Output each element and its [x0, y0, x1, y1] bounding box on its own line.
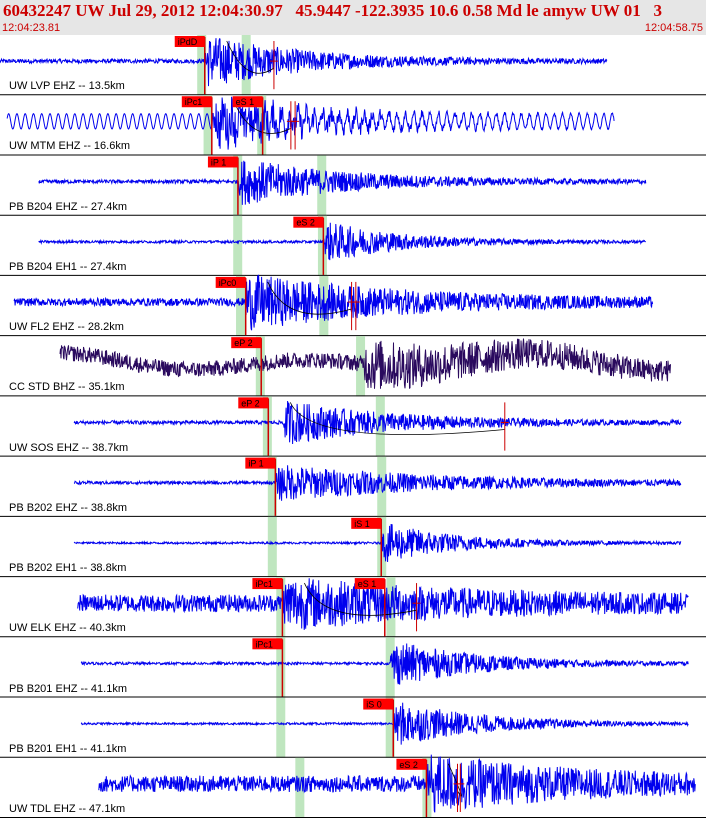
waveform	[6, 96, 615, 150]
pick-label-bg	[354, 578, 385, 590]
waveform	[98, 754, 696, 813]
trace-row: iPc1 eS 1	[0, 577, 706, 638]
pick-label: iPc1	[255, 639, 273, 649]
waveform	[59, 338, 671, 389]
trace-row: iP 1	[0, 155, 706, 216]
moveout-curve	[304, 582, 417, 616]
trace-row: iPc1 eS 1	[0, 95, 706, 156]
trace-row: iPdD	[0, 35, 706, 96]
pick-label-bg	[351, 517, 382, 529]
end-time-label: 12:04:58.75	[644, 22, 703, 34]
station-label: CC STD BHZ -- 35.1km	[9, 381, 125, 394]
waveform	[13, 274, 654, 331]
waveform	[77, 578, 689, 630]
station-label: PB B201 EH1 -- 41.1km	[9, 742, 127, 755]
pick-label-bg	[245, 457, 276, 469]
pick-label: iS 0	[366, 700, 382, 710]
phase-window-band	[276, 637, 286, 698]
waveform	[73, 465, 682, 501]
moveout-curve	[267, 281, 352, 315]
pick-label-bg	[181, 96, 212, 108]
trace-row: iPc0	[0, 274, 706, 337]
station-label: UW LVP EHZ -- 13.5km	[9, 80, 125, 93]
pick-label: iS 1	[354, 519, 370, 529]
waveform	[80, 702, 689, 745]
trace-row: iS 0	[0, 697, 706, 758]
phase-window-band	[276, 577, 286, 638]
phase-window-band	[385, 697, 395, 758]
pick-label: iPc1	[185, 97, 203, 107]
event-title: 60432247 UW Jul 29, 2012 12:04:30.97 45.…	[3, 1, 663, 20]
trace-row: eP 2	[0, 336, 706, 397]
trace-row: eS 2	[0, 215, 706, 276]
pick-label: iPdD	[178, 37, 198, 47]
pick-label: eP 2	[234, 338, 252, 348]
trace-row: iS 1	[0, 516, 706, 578]
phase-window-band	[197, 35, 207, 96]
station-label: PB B201 EHZ -- 41.1km	[9, 682, 127, 695]
station-label: PB B202 EH1 -- 38.8km	[9, 562, 127, 575]
pick-label: eS 2	[296, 218, 315, 228]
seismogram-panel[interactable]: iPdD iPc1 eS 1 iP 1 eS 2 iPc0 eP 2 eP 2 iP 1 iS 1…	[0, 35, 706, 818]
pick-label-bg	[252, 578, 283, 590]
pick-label-bg	[363, 698, 394, 710]
pick-label-bg	[293, 216, 324, 228]
pick-label: eS 1	[358, 579, 377, 589]
pick-label: iP 1	[211, 157, 226, 167]
header-bar: 60432247 UW Jul 29, 2012 12:04:30.97 45.…	[0, 0, 706, 35]
waveform	[80, 643, 689, 685]
phase-window-band	[375, 396, 385, 457]
moveout-curve	[226, 40, 275, 74]
pick-label-bg	[174, 36, 205, 47]
trace-row: iPc1	[0, 637, 706, 698]
phase-window-band	[262, 396, 272, 457]
pick-label-bg	[252, 638, 283, 650]
moveout-curve	[289, 402, 505, 436]
phase-window-band	[267, 516, 277, 578]
pick-label: iPc0	[219, 278, 237, 288]
phase-window-band	[203, 95, 213, 156]
pick-label: iPc1	[255, 579, 273, 589]
waveform	[73, 400, 682, 445]
waveform	[0, 38, 608, 87]
station-label: UW ELK EHZ -- 40.3km	[9, 622, 126, 635]
station-label: UW TDL EHZ -- 47.1km	[9, 803, 126, 815]
phase-window-band	[317, 215, 327, 276]
phase-window-band	[356, 336, 366, 397]
phase-window-band	[267, 456, 277, 517]
station-label: PB B204 EHZ -- 27.4km	[9, 200, 127, 213]
pick-label-bg	[238, 397, 269, 409]
trace-row: eP 2	[0, 396, 706, 457]
pick-label: eP 2	[241, 398, 259, 408]
station-label: UW FL2 EHZ -- 28.2km	[9, 321, 124, 334]
station-label: UW MTM EHZ -- 16.6km	[9, 140, 130, 153]
pick-label-bg	[231, 337, 262, 349]
pick-label: eS 2	[399, 760, 418, 770]
phase-window-band	[385, 637, 395, 698]
phase-window-band	[276, 697, 286, 758]
station-label: UW SOS EHZ -- 38.7km	[9, 441, 129, 454]
pick-label-bg	[207, 156, 238, 168]
phase-window-band	[236, 275, 246, 337]
waveform	[73, 523, 682, 563]
seismogram-canvas[interactable]: iPdD iPc1 eS 1 iP 1 eS 2 iPc0 eP 2 eP 2 iP 1 iS 1…	[0, 35, 706, 818]
trace-row: iP 1	[0, 456, 706, 517]
moveout-curve	[233, 101, 292, 134]
pick-label: eS 1	[236, 97, 255, 107]
waveform	[38, 222, 647, 261]
waveform	[38, 160, 647, 205]
pick-label-bg	[232, 96, 263, 108]
start-time-label: 12:04:23.81	[2, 22, 61, 34]
pick-label-bg	[396, 758, 427, 770]
station-label: PB B204 EH1 -- 27.4km	[9, 260, 127, 273]
pick-label: iP 1	[248, 459, 263, 469]
station-label: PB B202 EHZ -- 38.8km	[9, 501, 127, 514]
pick-label-bg	[215, 276, 246, 288]
phase-window-band	[233, 215, 243, 276]
